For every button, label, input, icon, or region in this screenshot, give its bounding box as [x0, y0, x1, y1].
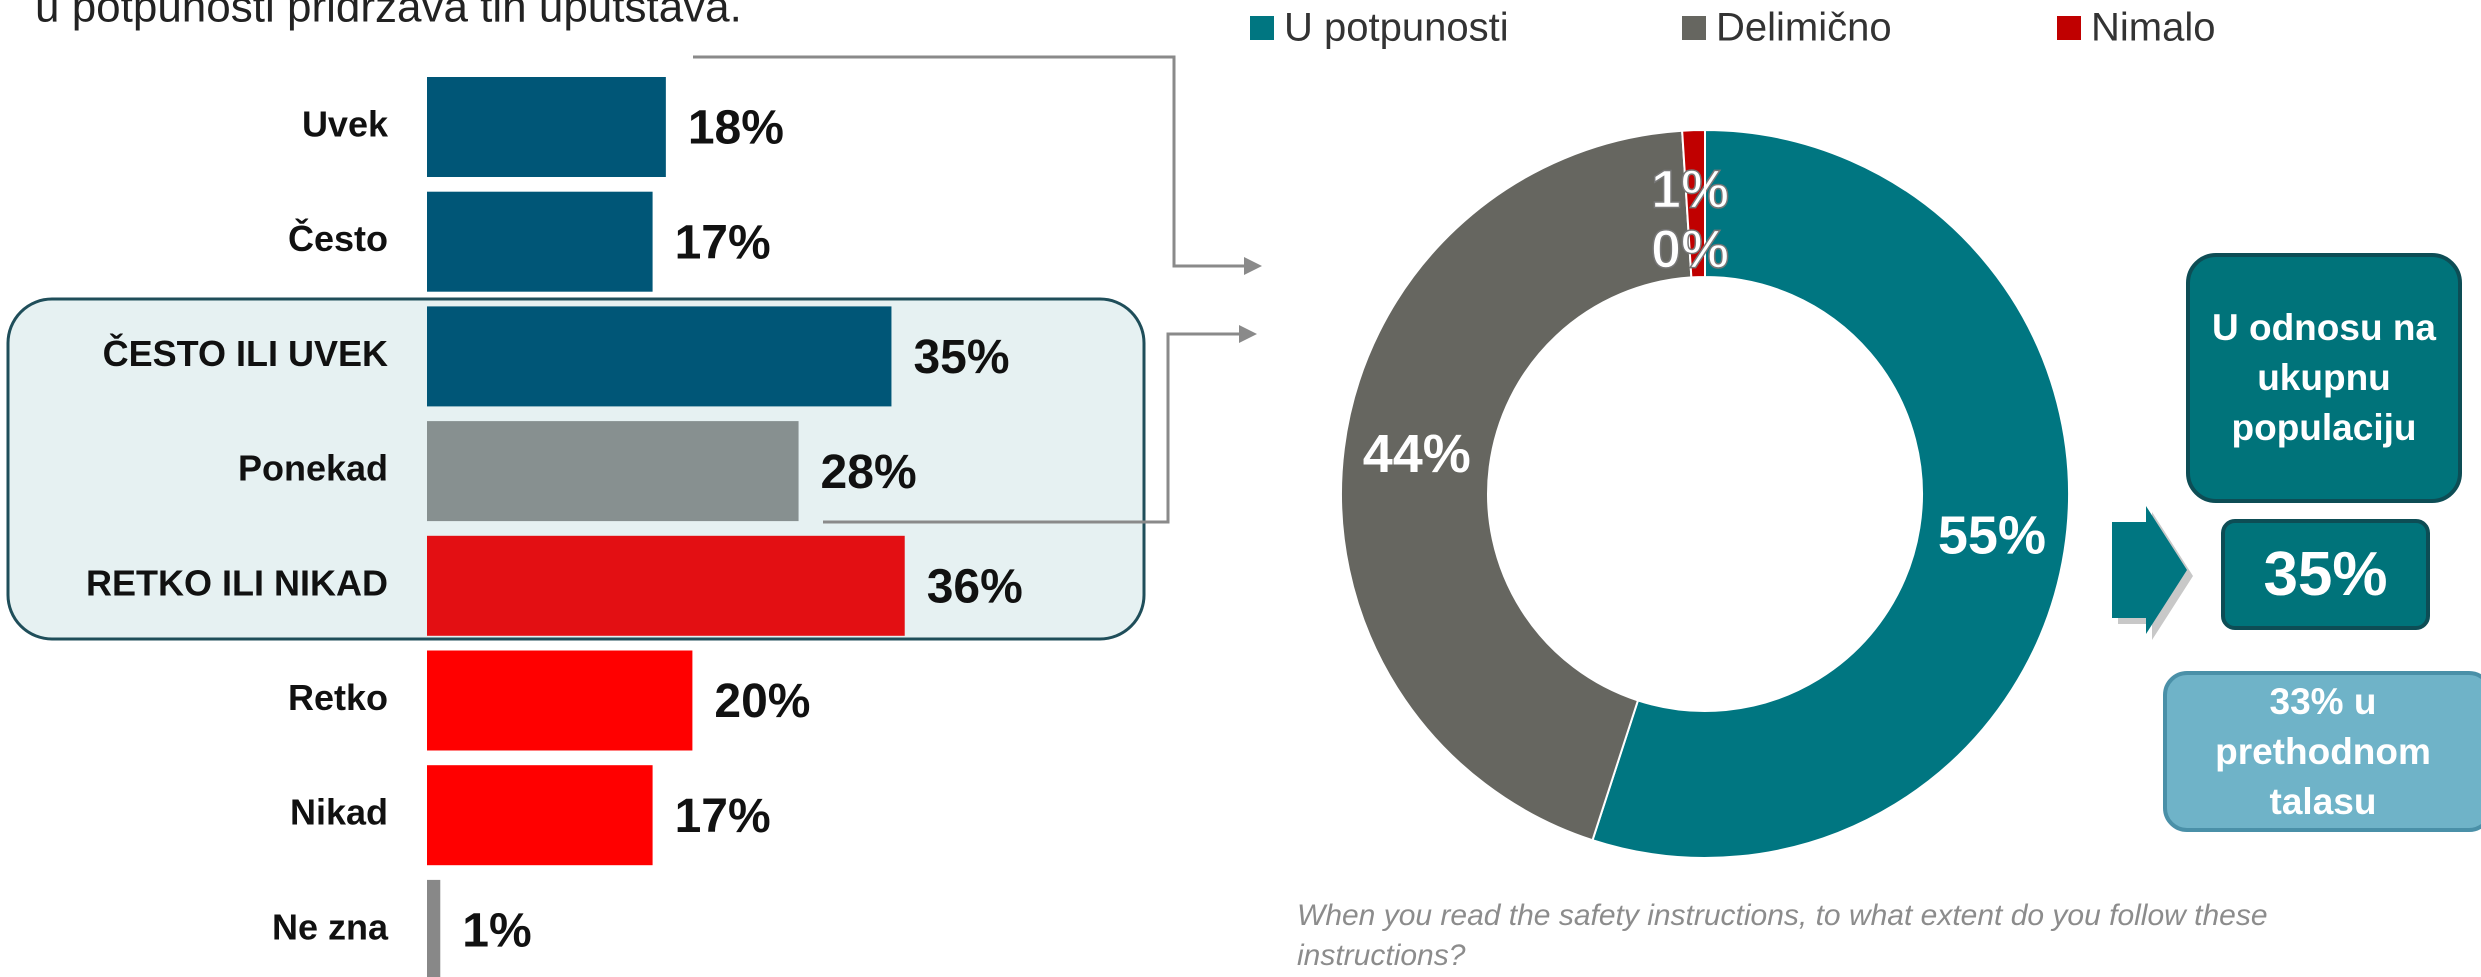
- bar: [427, 650, 693, 751]
- value-label: 20%: [714, 675, 810, 728]
- bar: [427, 306, 892, 407]
- arrow-head: [1239, 325, 1257, 343]
- bar: [427, 191, 653, 292]
- slice-label: 0%: [1651, 219, 1729, 279]
- category-label: Ne zna: [272, 906, 389, 947]
- bar: [427, 765, 653, 866]
- legend-label: Nimalo: [2091, 6, 2215, 50]
- callout-previous: 33% u prethodnom talasu: [2163, 671, 2481, 832]
- value-label: 35%: [913, 331, 1009, 384]
- callout-value: 35%: [2221, 519, 2430, 630]
- value-label: 17%: [675, 790, 771, 843]
- bar: [427, 879, 441, 977]
- category-label: Ponekad: [238, 448, 388, 489]
- callout-box: U odnosu na ukupnu populaciju: [2186, 253, 2462, 503]
- category-label: Retko: [288, 677, 388, 718]
- value-label: 1%: [462, 905, 531, 958]
- chart-title: u potpunosti pridržava tih uputstava.: [35, 0, 742, 32]
- bar: [427, 535, 905, 636]
- arrow-head: [1244, 257, 1262, 275]
- legend-label: U potpunosti: [1284, 6, 1509, 50]
- block-arrow: [2112, 506, 2187, 634]
- legend-swatch: [2057, 16, 2081, 40]
- bar: [427, 421, 799, 522]
- category-label: Uvek: [302, 104, 389, 145]
- legend-label: Delimično: [1716, 6, 1892, 50]
- connectors: [693, 55, 1250, 524]
- value-label: 28%: [821, 446, 917, 499]
- slice-label: 55%: [1938, 506, 2046, 566]
- legend-swatch: [1250, 16, 1274, 40]
- question-note: When you read the safety instructions, t…: [1297, 899, 2268, 972]
- slice-label: 1%: [1651, 159, 1729, 219]
- donut-slice: [1340, 129, 1693, 842]
- donut-slice: [1591, 128, 2070, 859]
- value-label: 17%: [675, 216, 771, 269]
- category-label: RETKO ILI NIKAD: [86, 562, 388, 603]
- value-label: 36%: [927, 560, 1023, 613]
- legend-swatch: [1682, 16, 1706, 40]
- category-label: ČESTO ILI UVEK: [103, 332, 388, 374]
- category-label: Nikad: [290, 792, 388, 833]
- category-label: Često: [288, 217, 388, 259]
- bar: [427, 77, 666, 177]
- slice-label: 44%: [1363, 424, 1471, 484]
- value-label: 18%: [688, 102, 784, 155]
